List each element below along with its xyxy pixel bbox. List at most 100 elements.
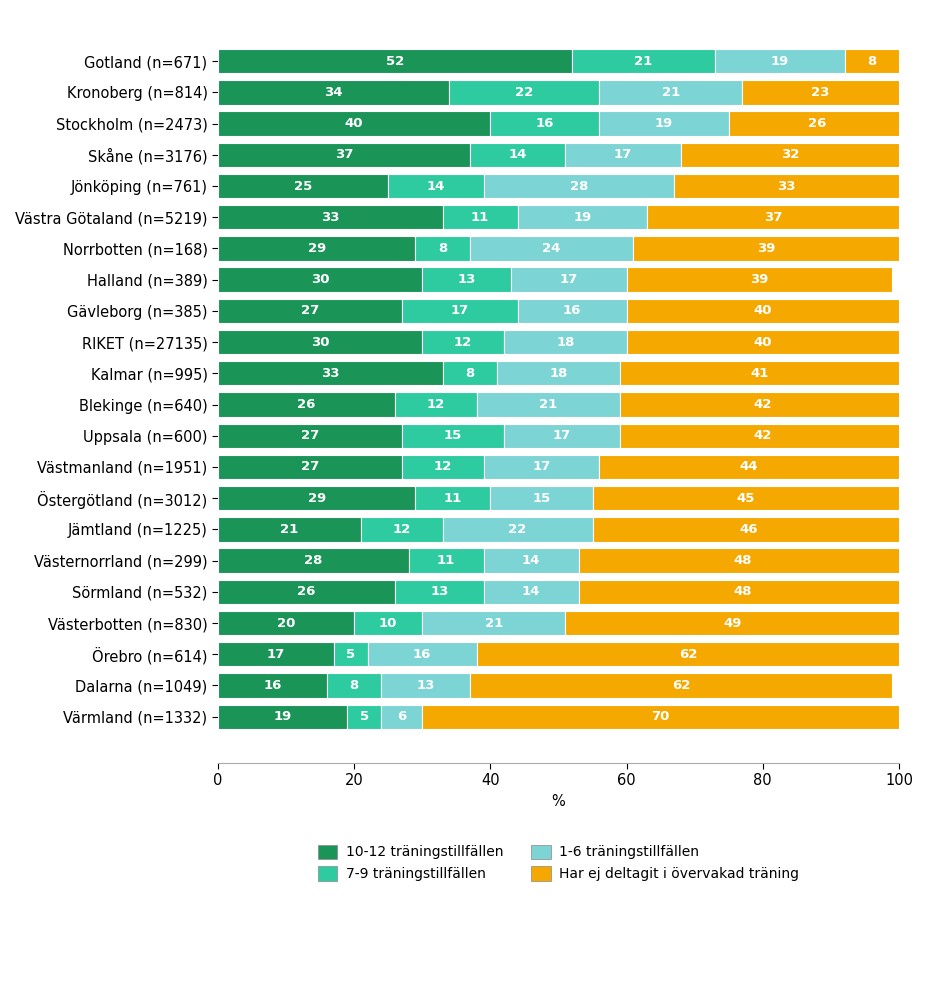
Bar [442,205,517,230]
Bar [218,392,395,417]
Bar [510,267,626,291]
Bar [218,455,401,479]
Text: 62: 62 [671,679,690,692]
X-axis label: %: % [551,793,565,808]
Text: 30: 30 [311,273,329,286]
Bar [844,49,898,73]
Bar [469,143,565,167]
Bar [218,517,361,542]
Bar [218,174,387,199]
Text: 39: 39 [749,273,768,286]
Text: 13: 13 [416,679,435,692]
Text: 11: 11 [437,554,455,567]
Text: 15: 15 [532,492,550,505]
Bar [469,674,891,698]
Text: 33: 33 [321,367,339,380]
Text: 30: 30 [311,335,329,348]
Bar [619,361,898,385]
Text: 16: 16 [535,117,553,130]
Bar [489,112,599,136]
Bar [599,80,742,105]
Text: 27: 27 [300,460,319,473]
Text: 23: 23 [810,86,829,99]
Text: 16: 16 [263,679,281,692]
Bar [218,267,422,291]
Bar [326,674,381,698]
Bar [476,392,619,417]
Text: 27: 27 [300,429,319,442]
Bar [395,392,476,417]
Bar [218,705,347,729]
Text: 17: 17 [559,273,578,286]
Text: 33: 33 [777,180,795,193]
Bar [619,392,905,417]
Bar [218,423,401,448]
Text: 12: 12 [433,460,451,473]
Bar [401,423,503,448]
Bar [442,361,497,385]
Text: 14: 14 [508,149,527,162]
Bar [578,549,905,573]
Bar [674,174,898,199]
Text: 6: 6 [397,711,406,724]
Bar [503,423,619,448]
Bar [422,611,565,635]
Bar [422,267,510,291]
Bar [401,455,483,479]
Text: 12: 12 [392,523,411,536]
Bar [497,361,619,385]
Text: 32: 32 [780,149,798,162]
Bar [591,517,905,542]
Text: 11: 11 [471,211,489,224]
Text: 27: 27 [300,304,319,317]
Text: 21: 21 [661,86,679,99]
Text: 40: 40 [753,335,771,348]
Text: 37: 37 [335,149,353,162]
Text: 21: 21 [484,617,502,630]
Bar [387,174,483,199]
Text: 17: 17 [614,149,631,162]
Text: 8: 8 [866,55,875,68]
Text: 62: 62 [678,648,696,661]
Text: 26: 26 [297,398,315,411]
Text: 18: 18 [549,367,567,380]
Text: 13: 13 [429,585,448,599]
Bar [449,80,599,105]
Bar [347,705,381,729]
Bar [422,705,898,729]
Text: 19: 19 [654,117,672,130]
Text: 19: 19 [573,211,590,224]
Text: 44: 44 [739,460,757,473]
Bar [626,267,891,291]
Bar [218,143,469,167]
Bar [442,517,591,542]
Bar [361,517,442,542]
Bar [565,611,898,635]
Bar [354,611,422,635]
Bar [408,549,483,573]
Text: 13: 13 [457,273,476,286]
Bar [218,298,401,323]
Text: 20: 20 [276,617,295,630]
Text: 52: 52 [386,55,403,68]
Bar [415,486,489,510]
Bar [367,642,476,667]
Bar [476,642,898,667]
Bar [218,49,571,73]
Bar [218,205,442,230]
Text: 17: 17 [552,429,570,442]
Text: 14: 14 [426,180,445,193]
Bar [517,298,626,323]
Bar [483,455,599,479]
Text: 17: 17 [266,648,285,661]
Bar [395,580,483,604]
Text: 48: 48 [732,585,751,599]
Bar [619,423,905,448]
Bar [334,642,367,667]
Bar [626,330,898,354]
Text: 24: 24 [542,242,560,254]
Text: 17: 17 [532,460,550,473]
Bar [218,549,408,573]
Text: 29: 29 [307,492,325,505]
Text: 17: 17 [451,304,468,317]
